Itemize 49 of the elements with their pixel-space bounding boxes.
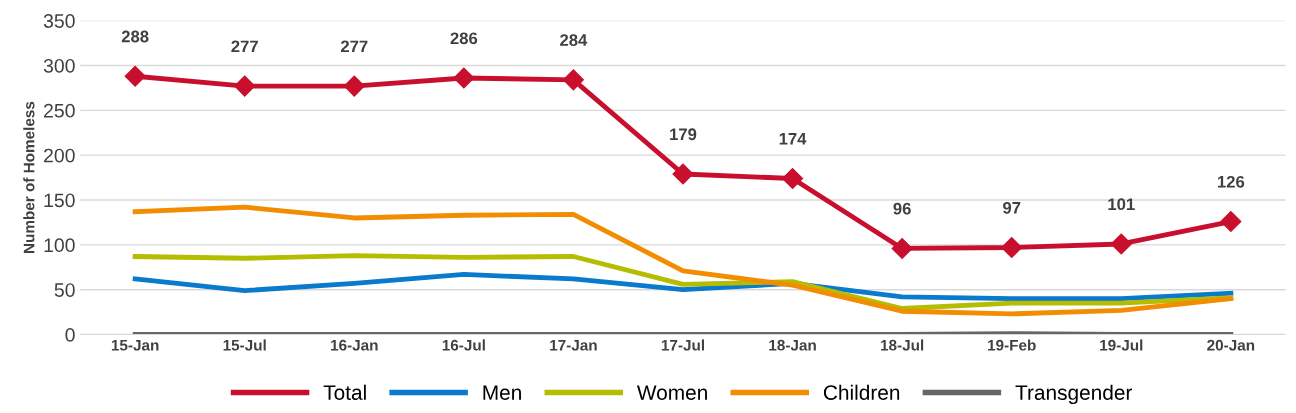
y-tick-label: 150 [44,193,75,208]
y-tick-label: 0 [65,328,75,342]
x-tick-label: 19-Jul [1100,339,1143,351]
data-label: 96 [893,202,911,215]
point [234,75,256,97]
y-tick-label: 250 [44,103,75,118]
point [782,167,804,190]
x-tick-label: 18-Jul [881,339,924,351]
point [1001,237,1023,259]
x-tick-label: 15-Jul [223,339,266,351]
point [453,67,475,89]
data-label: 101 [1108,198,1135,211]
legend-label: Men [483,385,521,400]
x-tick-label: 18-Jan [769,339,816,351]
x-tick-label: 17-Jul [661,339,704,351]
point [343,75,365,97]
point [672,163,694,185]
data-label: 174 [779,133,807,145]
x-tick-label: 15-Jan [111,339,159,351]
legend-label: Total [323,384,366,400]
data-label: 97 [1003,201,1021,214]
y-tick-label: 100 [44,238,75,253]
point [562,69,584,91]
data-label: 277 [231,40,258,53]
data-label: 179 [670,128,697,141]
x-tick-label: 16-Jan [331,339,378,351]
point [1110,233,1132,255]
y-tick-label: 200 [44,148,75,163]
y-tick-label: 50 [54,283,75,297]
data-label: 284 [560,34,588,46]
line-series [132,253,1234,311]
point [124,65,146,87]
legend-label: Women [636,385,707,400]
x-tick-label: 16-Jul [442,339,485,351]
y-tick-label: 300 [43,58,75,73]
data-label: 286 [450,32,478,45]
data-label: 288 [121,30,149,43]
legend-label: Transgender [1015,384,1133,405]
y-axis-title: Number of Homeless [23,101,35,253]
point [891,237,913,259]
data-label: 277 [340,40,368,53]
data-label: 126 [1217,175,1245,188]
line-series [132,272,1234,302]
x-tick-label: 20-Jan [1207,339,1255,351]
point [1220,211,1242,233]
x-tick-label: 19-Feb [988,339,1036,351]
legend-label: Children [823,384,900,400]
y-tick-label: 350 [43,14,75,28]
x-tick-label: 17-Jan [550,339,597,351]
